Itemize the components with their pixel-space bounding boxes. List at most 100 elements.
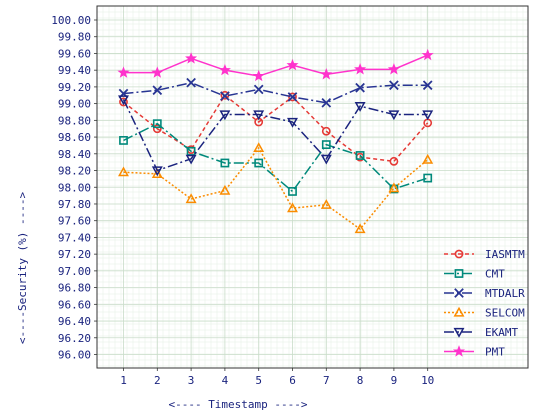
x-tick-label: 8 <box>357 374 364 387</box>
y-tick-label: 97.00 <box>58 265 91 278</box>
x-axis-ticks: 1 2 3 4 5 6 7 8 9 10 <box>120 368 434 387</box>
data-point-pmt <box>421 48 434 61</box>
series-line-ekamt <box>122 99 428 172</box>
series-group <box>117 48 434 234</box>
y-axis-label: <----Security (%) ----> <box>16 191 29 344</box>
data-point-ekamt <box>253 110 265 121</box>
data-point-iasmtm <box>321 126 331 136</box>
legend-label-selcom: SELCOM <box>485 307 525 320</box>
data-point-selcom <box>253 142 265 153</box>
data-point-cmt <box>220 158 230 168</box>
data-point-selcom <box>219 184 231 195</box>
y-tick-label: 98.40 <box>58 148 91 161</box>
data-point-mtdalr <box>389 80 399 91</box>
data-point-mtdalr <box>186 77 196 88</box>
data-point-ekamt <box>118 95 129 106</box>
data-point-iasmtm <box>389 156 399 166</box>
plot-grid <box>97 6 528 368</box>
data-point-iasmtm <box>288 92 297 102</box>
legend-marker-pmt <box>452 345 466 357</box>
legend-item-ekamt: EKAMT <box>444 326 518 339</box>
data-point-selcom <box>118 166 129 177</box>
data-point-ekamt <box>422 110 434 121</box>
y-tick-label: 96.20 <box>58 332 91 345</box>
y-tick-label: 99.20 <box>58 81 91 94</box>
data-point-mtdalr <box>152 85 163 96</box>
series-iasmtm <box>119 90 433 166</box>
y-tick-label: 96.00 <box>58 349 91 362</box>
data-point-ekamt <box>354 102 366 112</box>
y-tick-label: 100.00 <box>51 14 91 27</box>
data-point-iasmtm <box>152 124 162 134</box>
x-tick-label: 9 <box>391 374 398 387</box>
data-point-selcom <box>151 168 163 178</box>
data-point-selcom <box>354 223 366 234</box>
data-point-mtdalr <box>253 84 264 95</box>
y-tick-label: 98.60 <box>58 131 91 144</box>
x-tick-label: 5 <box>255 374 262 387</box>
data-point-cmt <box>254 158 264 168</box>
data-point-pmt <box>218 63 231 76</box>
data-point-cmt <box>119 136 128 145</box>
data-point-pmt <box>354 63 367 75</box>
y-axis-ticks: 96.00 96.20 96.40 96.60 96.80 97.00 97.20 97.40… <box>51 14 97 362</box>
data-point-ekamt <box>320 154 332 165</box>
data-point-pmt <box>185 52 198 64</box>
legend-label-pmt: PMT <box>485 346 505 359</box>
legend-label-cmt: CMT <box>485 268 505 281</box>
legend-marker-selcom <box>453 306 465 317</box>
series-selcom <box>118 142 434 234</box>
data-point-mtdalr <box>422 80 433 91</box>
data-point-mtdalr <box>287 92 298 102</box>
plot-frame <box>96 5 529 369</box>
data-point-mtdalr <box>321 97 332 108</box>
data-point-cmt <box>423 173 433 183</box>
x-tick-label: 10 <box>421 374 434 387</box>
series-line-pmt <box>123 54 428 77</box>
data-point-selcom <box>422 153 434 164</box>
x-axis-label: <---- Timestamp ----> <box>168 398 307 411</box>
legend-label-mtdalr: MTDALR <box>485 287 525 300</box>
data-point-cmt <box>355 151 365 160</box>
legend-label-iasmtm: IASMTM <box>485 248 525 261</box>
series-mtdalr <box>118 77 433 108</box>
data-point-cmt <box>152 119 162 129</box>
legend-label-ekamt: EKAMT <box>485 326 518 339</box>
series-line-cmt <box>123 122 428 193</box>
data-point-ekamt <box>185 154 197 165</box>
legend-marker-iasmtm <box>454 249 464 259</box>
data-point-selcom <box>388 182 400 193</box>
y-tick-label: 96.60 <box>58 298 91 311</box>
y-tick-label: 99.60 <box>58 47 91 60</box>
x-tick-label: 4 <box>222 374 229 387</box>
data-point-cmt <box>321 140 331 150</box>
legend-item-cmt: CMT <box>444 268 505 281</box>
data-point-pmt <box>151 66 164 78</box>
x-tick-label: 1 <box>120 374 127 387</box>
y-tick-label: 97.40 <box>58 231 91 244</box>
series-line-selcom <box>123 146 429 231</box>
y-tick-label: 97.20 <box>58 248 91 261</box>
y-tick-label: 98.00 <box>58 181 91 194</box>
y-tick-label: 96.40 <box>58 315 91 328</box>
y-tick-label: 99.00 <box>58 98 91 111</box>
data-point-cmt <box>288 187 297 196</box>
x-tick-label: 3 <box>188 374 195 387</box>
data-point-selcom <box>320 199 332 209</box>
y-tick-label: 97.60 <box>58 215 91 228</box>
legend-item-mtdalr: MTDALR <box>444 287 525 300</box>
series-line-iasmtm <box>123 94 429 163</box>
legend-item-selcom: SELCOM <box>444 307 525 320</box>
data-point-mtdalr <box>220 91 230 101</box>
legend: IASMTM CMT MTDALR SELCOM EKAMT PMT <box>444 248 525 359</box>
data-point-selcom <box>185 193 197 204</box>
x-tick-label: 2 <box>154 374 161 387</box>
y-tick-label: 97.80 <box>58 198 91 211</box>
data-point-pmt <box>320 68 333 80</box>
y-tick-label: 96.80 <box>58 282 91 295</box>
series-ekamt <box>118 95 434 177</box>
data-point-iasmtm <box>119 97 128 107</box>
series-cmt <box>119 119 433 196</box>
legend-marker-cmt <box>454 269 464 278</box>
legend-item-pmt: PMT <box>444 345 505 359</box>
